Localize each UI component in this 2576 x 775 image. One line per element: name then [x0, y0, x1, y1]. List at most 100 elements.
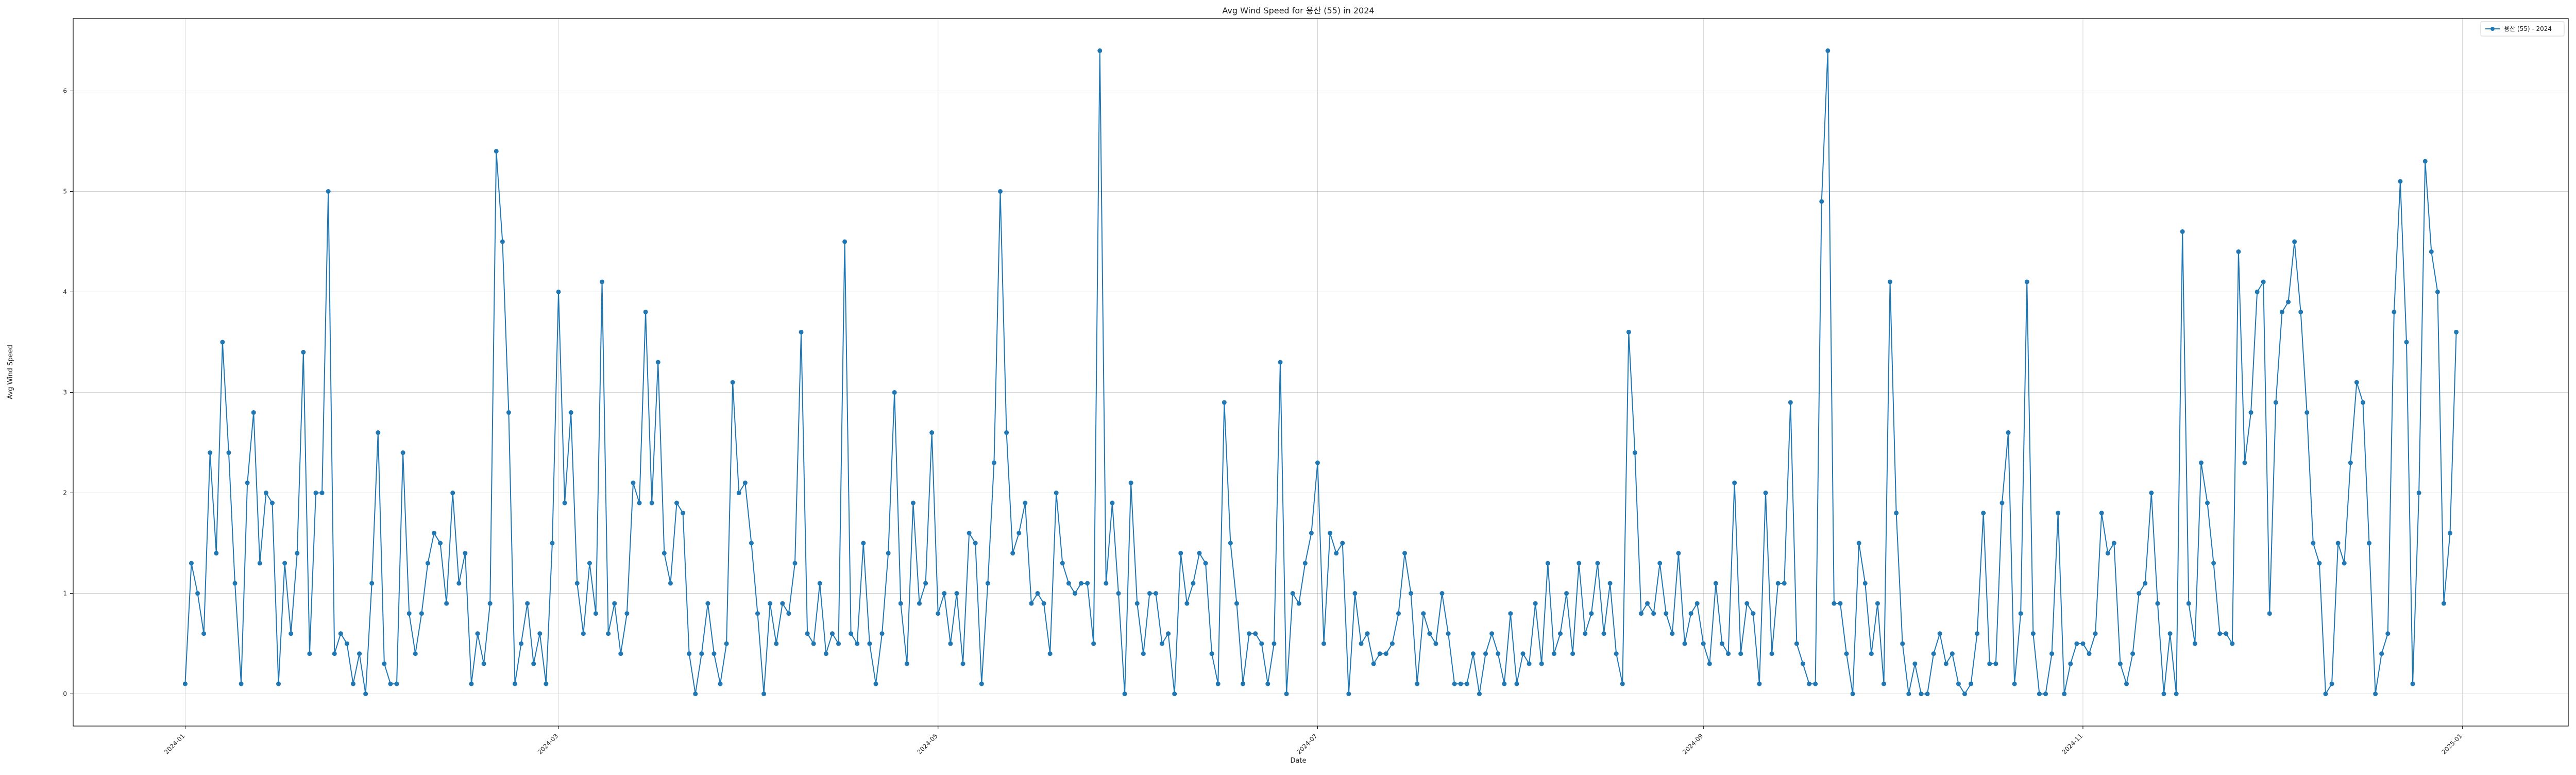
- data-point: [1888, 279, 1893, 284]
- data-point: [855, 641, 860, 646]
- data-point: [2167, 631, 2173, 636]
- data-point: [1514, 681, 1519, 686]
- data-point: [1346, 692, 1351, 697]
- data-point: [1296, 601, 1301, 606]
- data-point: [1738, 651, 1743, 656]
- data-point: [1147, 591, 1152, 596]
- data-point: [2056, 511, 2061, 516]
- data-point: [637, 500, 642, 506]
- data-point: [257, 561, 262, 566]
- data-point: [2267, 611, 2272, 616]
- data-point: [1539, 661, 1544, 666]
- data-point: [2224, 631, 2229, 636]
- data-point: [182, 681, 188, 686]
- data-point: [842, 239, 848, 244]
- data-point: [2174, 692, 2179, 697]
- data-point: [1813, 681, 1818, 686]
- data-point: [1272, 641, 1277, 646]
- data-point: [562, 500, 567, 506]
- data-point: [1066, 581, 1071, 586]
- data-point: [2398, 179, 2403, 184]
- data-point: [1577, 561, 1582, 566]
- data-point: [469, 681, 474, 686]
- data-point: [2186, 601, 2191, 606]
- data-point: [1819, 199, 1824, 204]
- data-point: [1664, 611, 1669, 616]
- data-point: [1620, 681, 1625, 686]
- data-point: [1545, 561, 1550, 566]
- data-point: [2435, 289, 2440, 294]
- data-point: [2354, 380, 2359, 385]
- data-point: [1122, 692, 1127, 697]
- data-point: [1601, 631, 1606, 636]
- data-point: [1670, 631, 1675, 636]
- data-point: [2286, 299, 2291, 305]
- y-tick-label: 2: [63, 490, 67, 497]
- data-point: [1104, 581, 1109, 586]
- data-point: [991, 460, 996, 465]
- data-point: [1452, 681, 1457, 686]
- data-point: [1328, 531, 1333, 536]
- data-point: [1999, 500, 2005, 506]
- data-point: [1365, 631, 1370, 636]
- data-point: [406, 611, 412, 616]
- data-point: [1160, 641, 1165, 646]
- data-point: [780, 601, 785, 606]
- data-point: [1732, 480, 1737, 485]
- data-point: [985, 581, 990, 586]
- data-point: [1869, 651, 1874, 656]
- y-tick-label: 1: [63, 590, 67, 597]
- data-point: [1744, 601, 1750, 606]
- data-point: [1496, 651, 1501, 656]
- data-point: [1060, 561, 1065, 566]
- data-point: [1464, 681, 1469, 686]
- data-point: [892, 390, 897, 395]
- data-point: [419, 611, 424, 616]
- data-point: [1041, 601, 1046, 606]
- data-point: [369, 581, 375, 586]
- data-point: [1844, 651, 1849, 656]
- data-point: [2030, 631, 2036, 636]
- data-point: [1290, 591, 1295, 596]
- data-point: [1862, 581, 1868, 586]
- data-point: [829, 631, 835, 636]
- data-point: [1184, 601, 1190, 606]
- data-point: [2130, 651, 2136, 656]
- data-point: [1533, 601, 1538, 606]
- data-point: [1134, 601, 1140, 606]
- data-point: [326, 189, 331, 194]
- legend: 용산 (55) - 2024: [2480, 21, 2565, 37]
- data-point: [1377, 651, 1382, 656]
- data-point: [1439, 591, 1445, 596]
- data-point: [612, 601, 617, 606]
- series-layer: [182, 48, 2459, 697]
- data-point: [1527, 661, 1532, 666]
- data-point: [1788, 400, 1793, 405]
- data-point: [295, 551, 300, 556]
- data-point: [487, 601, 493, 606]
- data-point: [1794, 641, 1799, 646]
- data-point: [2205, 500, 2210, 506]
- data-point: [2155, 601, 2160, 606]
- data-point: [2024, 279, 2029, 284]
- data-point: [693, 692, 698, 697]
- data-point: [624, 611, 630, 616]
- data-point: [998, 189, 1003, 194]
- data-point: [929, 430, 935, 435]
- data-point: [263, 491, 268, 496]
- data-point: [2087, 651, 2092, 656]
- data-point: [2080, 641, 2086, 646]
- data-point: [1925, 692, 1930, 697]
- data-point: [730, 380, 735, 385]
- data-point: [1551, 651, 1556, 656]
- data-point: [1489, 631, 1495, 636]
- data-point: [2311, 541, 2316, 546]
- data-point: [1626, 329, 1631, 334]
- data-point: [1800, 661, 1805, 666]
- data-point: [1919, 692, 1924, 697]
- data-point: [1371, 661, 1376, 666]
- data-point: [1882, 681, 1886, 686]
- data-point: [2317, 561, 2322, 566]
- data-point: [1433, 641, 1438, 646]
